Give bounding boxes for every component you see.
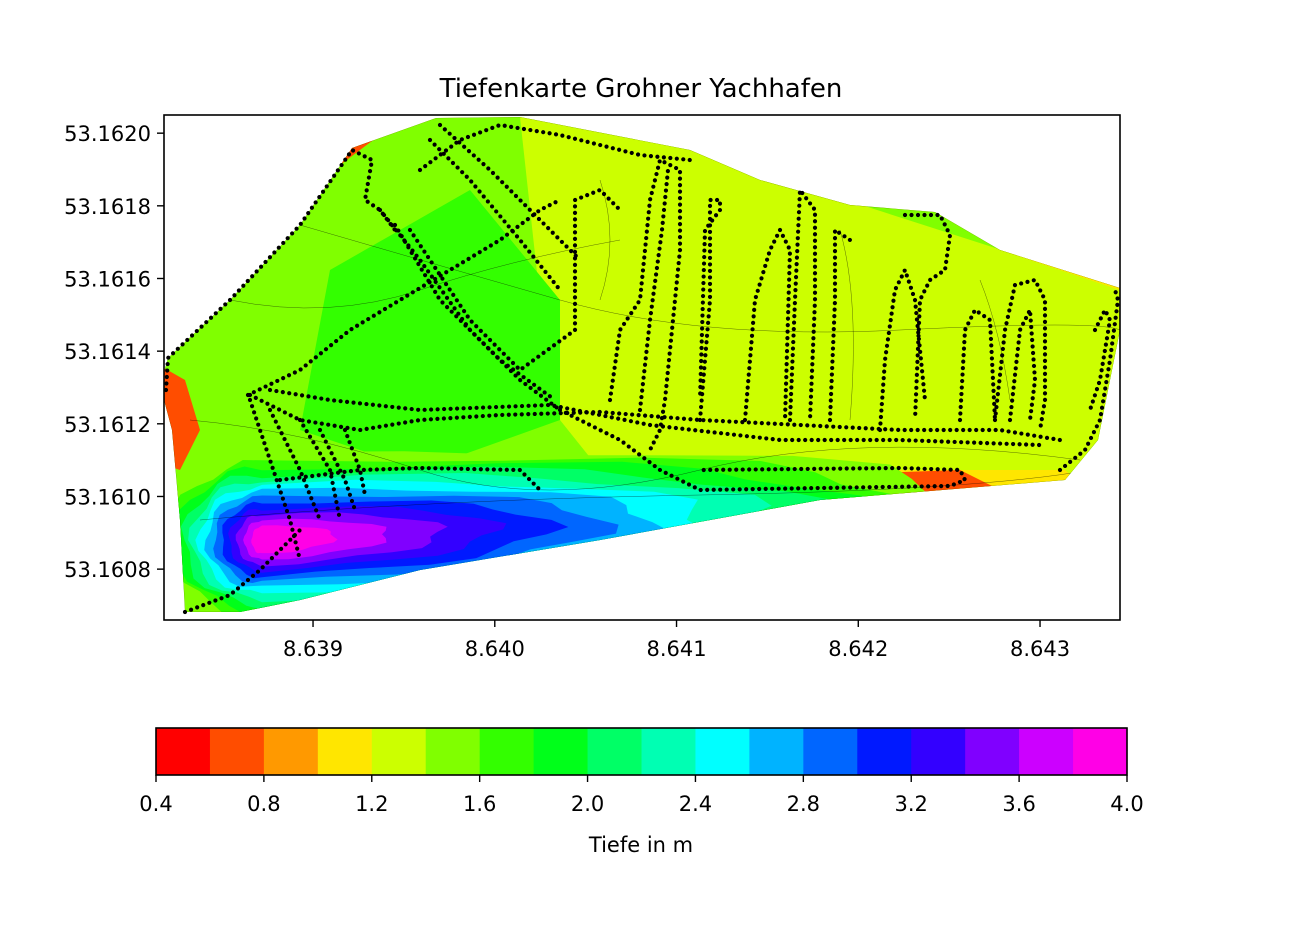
- colorbar-tick-label: 3.2: [895, 792, 928, 816]
- colorbar: 0.4 0.8 1.2 1.6 2.0 2.4 2.8 3.2 3.6 4.0: [139, 727, 1144, 816]
- survey-track: [742, 225, 793, 423]
- survey-track: [1007, 302, 1038, 423]
- y-tick-label: 53.1616: [64, 267, 151, 291]
- survey-track: [247, 397, 303, 563]
- survey-track: [902, 212, 953, 423]
- survey-track: [992, 277, 1048, 433]
- colorbar-tick-label: 1.2: [355, 792, 388, 816]
- survey-track-points: [164, 122, 1120, 615]
- axes-frame: [163, 114, 1121, 621]
- survey-track: [557, 407, 968, 493]
- survey-track: [437, 122, 583, 263]
- x-tick-label: 8.639: [283, 637, 343, 661]
- survey-track: [392, 222, 558, 403]
- survey-track: [277, 465, 543, 493]
- y-tick-label: 53.1610: [64, 485, 151, 509]
- colorbar-tick-label: 0.4: [139, 792, 172, 816]
- y-tick-label: 53.1620: [64, 122, 151, 146]
- depth-band-central: [300, 190, 560, 470]
- harbour-outline: [164, 117, 1120, 612]
- survey-track: [182, 527, 303, 615]
- y-tick-label: 53.1618: [64, 195, 151, 219]
- colorbar-swatch: [1073, 728, 1128, 775]
- colorbar-swatch: [587, 728, 643, 775]
- contour-line: [189, 419, 1081, 491]
- colorbar-swatch: [209, 728, 265, 775]
- survey-track: [787, 184, 818, 423]
- colorbar-swatch: [479, 728, 535, 775]
- survey-track: [1057, 287, 1120, 473]
- colorbar-swatch: [317, 728, 373, 775]
- survey-track: [827, 226, 853, 423]
- colorbar-swatch: [803, 728, 858, 775]
- colorbar-tick-label: 2.8: [787, 792, 820, 816]
- colorbar-tick-label: 3.6: [1002, 792, 1035, 816]
- survey-track: [317, 427, 358, 513]
- survey-track: [247, 392, 1063, 443]
- x-tick-label: 8.641: [646, 637, 706, 661]
- colorbar-swatch: [857, 728, 912, 775]
- chart-title: Tiefenkarte Grohner Yachhafen: [439, 74, 843, 104]
- survey-track: [1087, 305, 1113, 413]
- contour-line: [299, 224, 1120, 333]
- y-tick-label: 53.1612: [64, 413, 151, 437]
- colorbar-swatch: [263, 728, 319, 775]
- colorbar-tick-label: 0.8: [247, 792, 280, 816]
- plot-area: [164, 117, 1120, 615]
- survey-track: [267, 387, 1043, 448]
- colorbar-tick-label: 4.0: [1110, 792, 1143, 816]
- survey-track: [417, 122, 693, 173]
- colorbar-swatch: [695, 728, 750, 775]
- survey-track: [877, 264, 928, 433]
- contour-line: [839, 229, 854, 421]
- colorbar-swatch: [156, 728, 211, 775]
- colorbar-swatch: [371, 728, 427, 775]
- depth-band-west-shoal: [164, 360, 200, 470]
- survey-track: [297, 417, 343, 523]
- colorbar-tick-label: 2.0: [571, 792, 604, 816]
- colorbar-swatch: [911, 728, 966, 775]
- colorbar-swatch: [749, 728, 804, 775]
- survey-track: [607, 156, 683, 453]
- colorbar-frame: [155, 727, 1128, 776]
- survey-track: [697, 197, 723, 423]
- colorbar-swatch: [533, 728, 589, 775]
- colorbar-swatch: [965, 728, 1020, 775]
- x-axis: 8.639 8.640 8.641 8.642 8.643: [283, 620, 1070, 661]
- x-tick-label: 8.640: [465, 637, 525, 661]
- colorbar-swatch: [641, 728, 697, 775]
- y-tick-label: 53.1614: [64, 340, 151, 364]
- survey-track: [957, 306, 998, 423]
- survey-track: [407, 187, 623, 373]
- y-tick-label: 53.1608: [64, 558, 151, 582]
- x-tick-label: 8.642: [828, 637, 888, 661]
- contour-line: [979, 279, 1011, 401]
- colorbar-swatch: [1019, 728, 1074, 775]
- colorbar-swatch: [425, 728, 481, 775]
- survey-track: [637, 167, 671, 413]
- survey-track: [267, 407, 323, 523]
- y-axis: 53.1608 53.1610 53.1612 53.1614 53.1616 53.16…: [64, 122, 164, 582]
- survey-track: [164, 147, 398, 393]
- colorbar-tick-label: 1.6: [463, 792, 496, 816]
- x-tick-label: 8.643: [1010, 637, 1070, 661]
- colorbar-tick-label: 2.4: [679, 792, 712, 816]
- depth-band-fan: [251, 525, 338, 554]
- colorbar-label: Tiefe in m: [588, 833, 693, 857]
- survey-track: [427, 137, 563, 293]
- survey-track: [342, 427, 368, 498]
